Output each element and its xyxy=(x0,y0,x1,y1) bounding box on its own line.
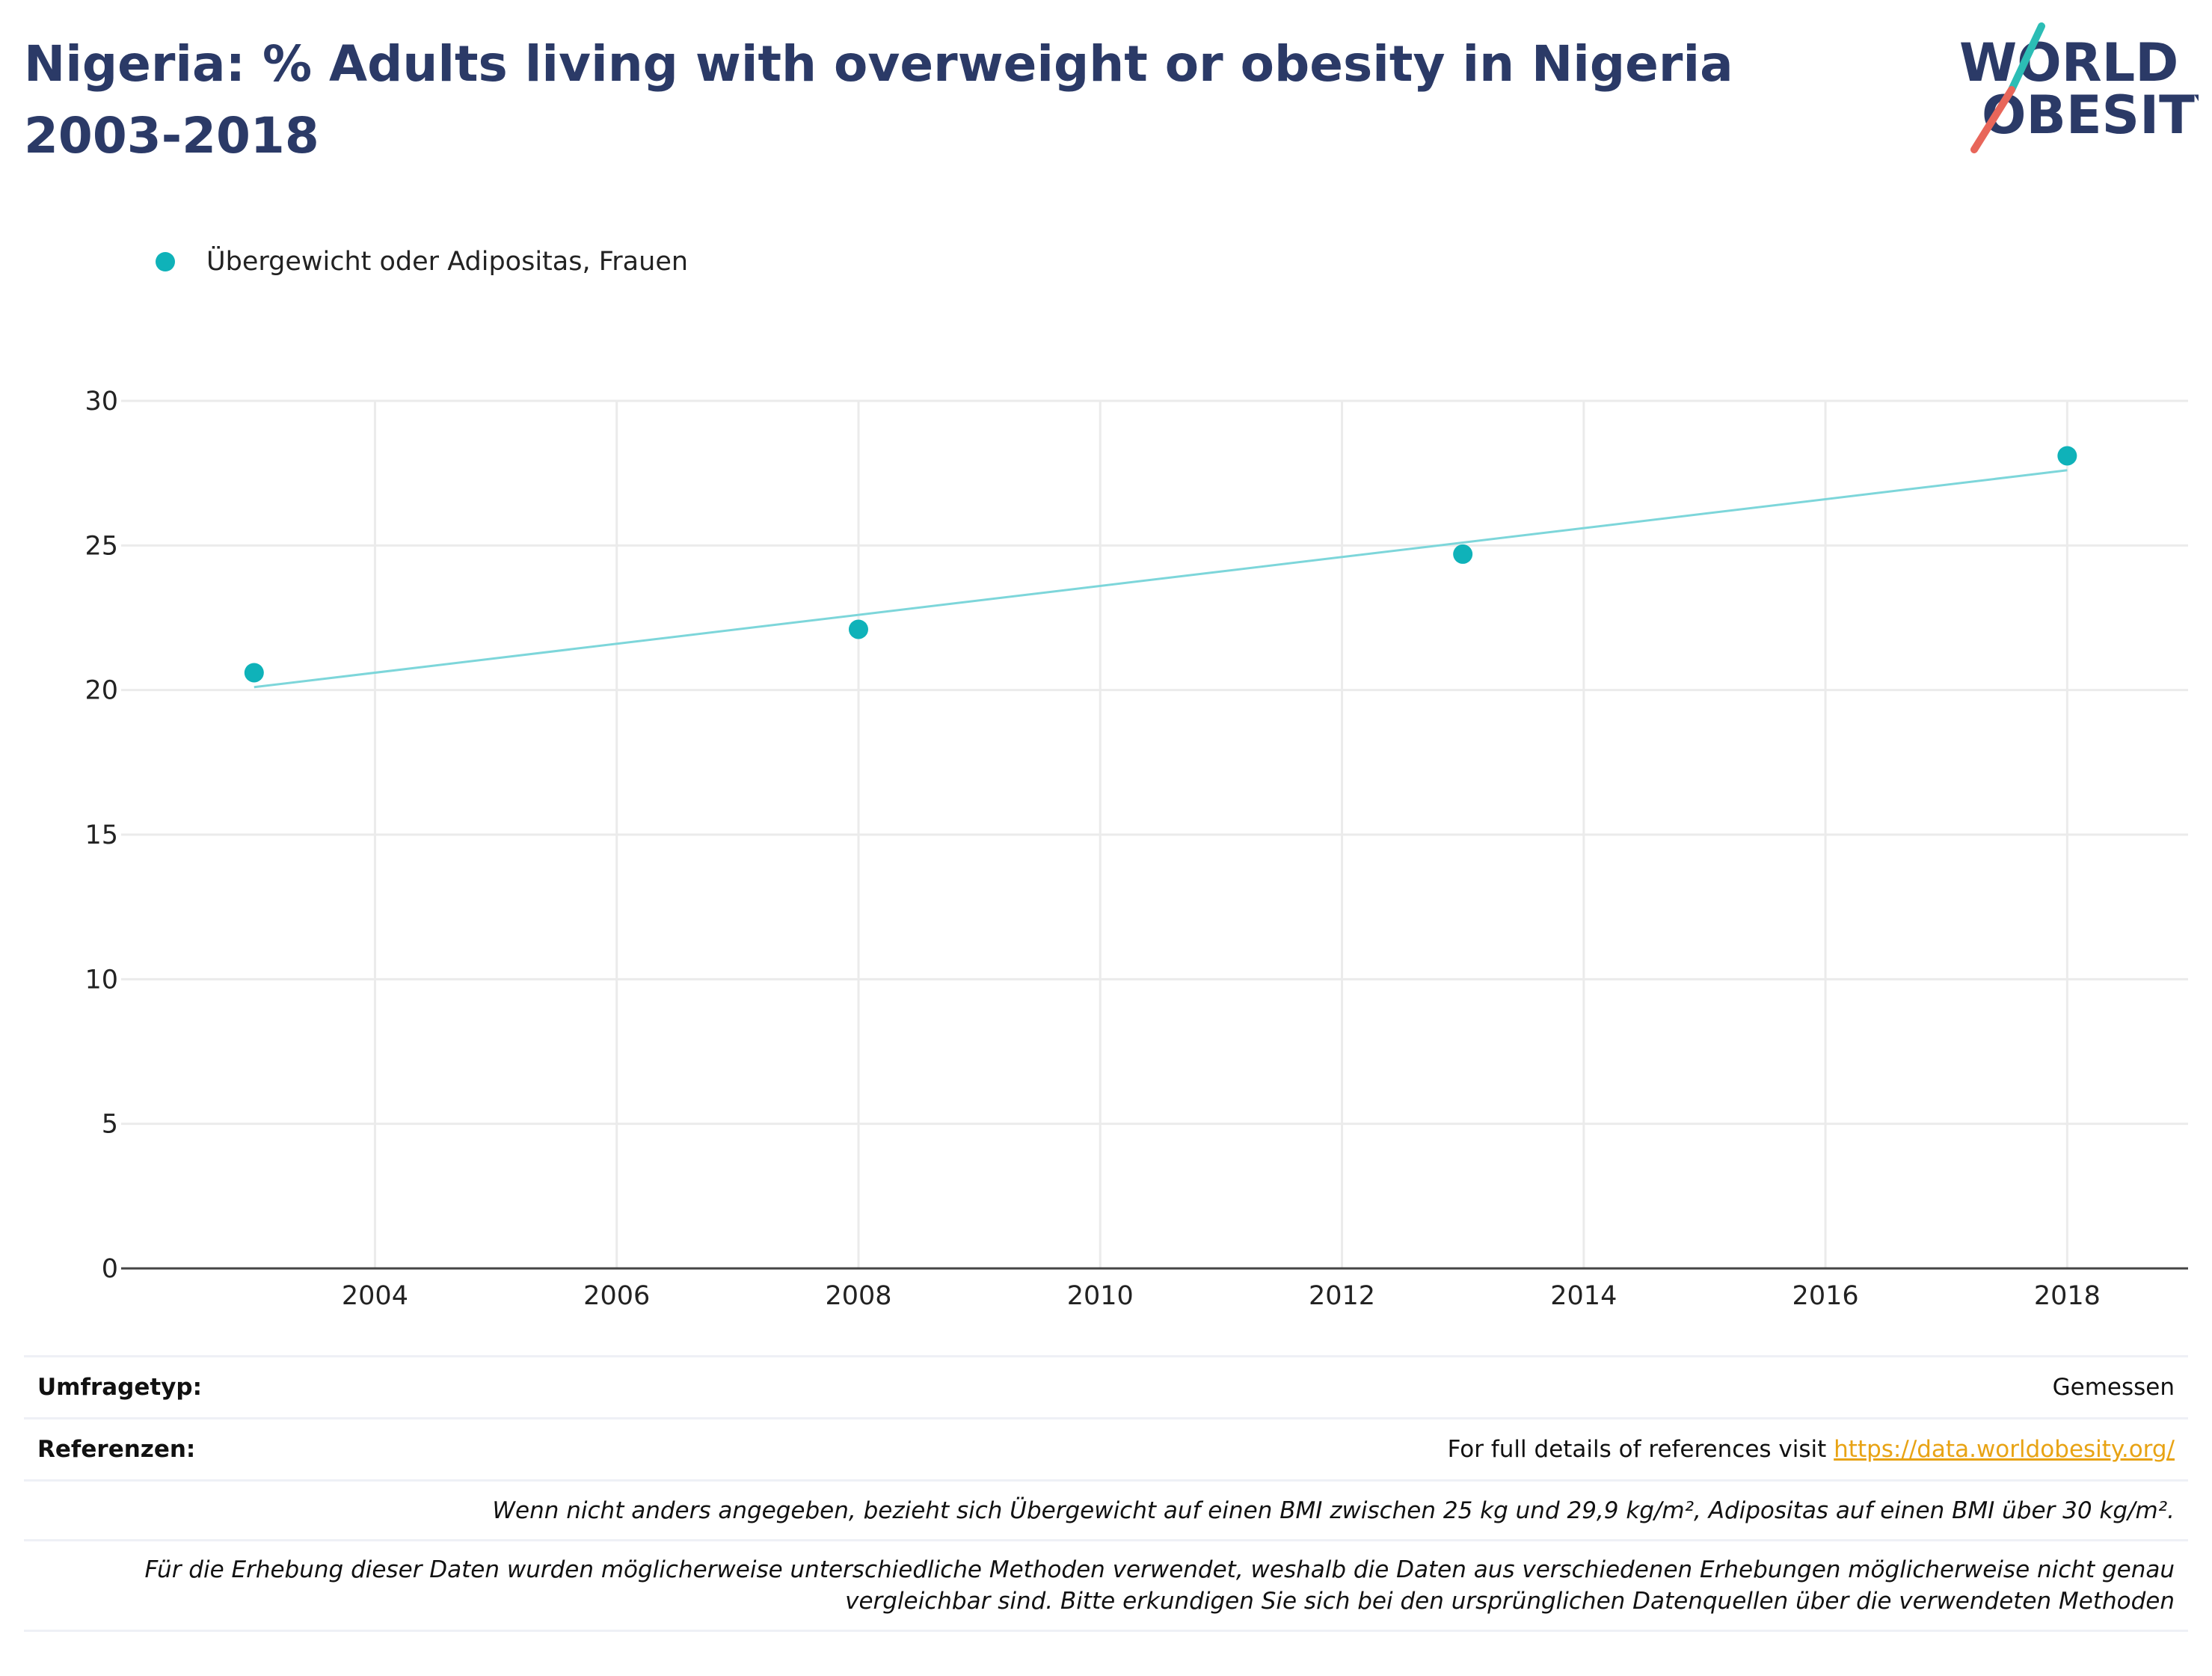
references-link[interactable]: https://data.worldobesity.org/ xyxy=(1834,1436,2175,1463)
trendline-layer xyxy=(254,469,2068,689)
grid-lines xyxy=(121,399,2188,1268)
legend[interactable]: Übergewicht oder Adipositas, Frauen xyxy=(156,247,688,277)
legend-label: Übergewicht oder Adipositas, Frauen xyxy=(206,247,689,277)
x-tick-label: 2010 xyxy=(1067,1281,1134,1311)
x-tick-label: 2006 xyxy=(583,1281,650,1311)
bmi-note-row: Wenn nicht anders angegeben, bezieht sic… xyxy=(24,1479,2188,1539)
y-tick-label: 20 xyxy=(85,676,118,706)
x-tick-label: 2008 xyxy=(825,1281,891,1311)
y-tick-label: 15 xyxy=(85,820,118,850)
logo-text-obesity: OBESITY xyxy=(1982,85,2199,146)
data-point xyxy=(244,663,264,683)
chart-title: Nigeria: % Adults living with overweight… xyxy=(24,35,1733,165)
logo-text-world: WORLD xyxy=(1959,32,2178,93)
method-note-line1: Für die Erhebung dieser Daten wurden mög… xyxy=(144,1556,2175,1583)
logo-teal-slash xyxy=(2008,22,2045,93)
trendline xyxy=(254,469,2068,689)
method-note-row: Für die Erhebung dieser Daten wurden mög… xyxy=(24,1539,2188,1632)
y-tick-label: 30 xyxy=(85,387,118,417)
references-text: For full details of references visit xyxy=(1447,1436,1834,1463)
logo-red-slash xyxy=(1970,86,2015,153)
x-tick-label: 2018 xyxy=(2034,1281,2101,1311)
legend-marker-icon xyxy=(156,252,175,271)
method-note-line2: vergleichbar sind. Bitte erkundigen Sie … xyxy=(845,1588,2175,1615)
data-points xyxy=(244,446,2077,683)
bmi-note: Wenn nicht anders angegeben, bezieht sic… xyxy=(492,1497,2175,1524)
references-row: Referenzen: For full details of referenc… xyxy=(24,1417,2188,1479)
method-note: Für die Erhebung dieser Daten wurden mög… xyxy=(37,1554,2175,1617)
data-point xyxy=(2057,446,2077,466)
y-tick-label: 25 xyxy=(85,531,118,561)
y-tick-label: 0 xyxy=(102,1254,118,1284)
data-point xyxy=(1453,544,1473,564)
references-label: Referenzen: xyxy=(37,1436,196,1463)
x-tick-label: 2016 xyxy=(1792,1281,1859,1311)
notes-table: Umfragetyp: Gemessen Referenzen: For ful… xyxy=(24,1355,2188,1632)
chart-plot: 0 5 10 15 20 25 30 2004 2006 2008 2010 2012 2014 2016… xyxy=(85,387,2188,1311)
survey-type-value: Gemessen xyxy=(2052,1374,2175,1401)
references-value: For full details of references visit htt… xyxy=(1448,1434,2175,1465)
survey-type-row: Umfragetyp: Gemessen xyxy=(24,1355,2188,1417)
survey-type-label: Umfragetyp: xyxy=(37,1374,202,1401)
y-tick-label: 5 xyxy=(102,1110,118,1140)
tick-labels: 0 5 10 15 20 25 30 2004 2006 2008 2010 2012 2014 2016… xyxy=(85,387,2100,1311)
data-point xyxy=(848,619,868,639)
x-tick-label: 2014 xyxy=(1550,1281,1617,1311)
x-tick-label: 2012 xyxy=(1309,1281,1375,1311)
world-obesity-logo: WORLD OBESITY xyxy=(1959,22,2199,153)
x-tick-label: 2004 xyxy=(342,1281,408,1311)
y-tick-label: 10 xyxy=(85,965,118,995)
